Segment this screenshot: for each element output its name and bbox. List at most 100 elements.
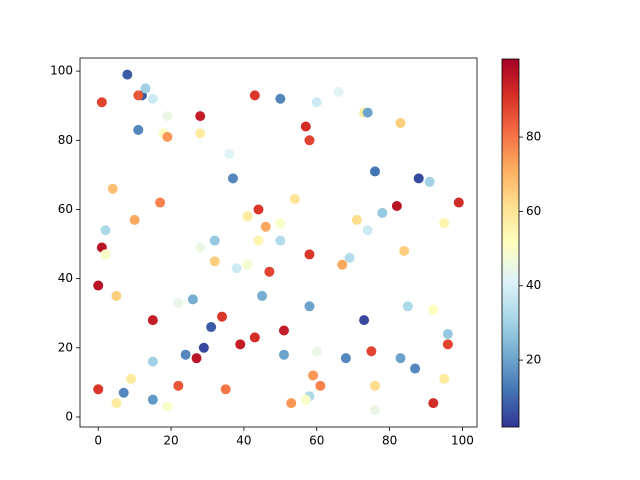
point <box>442 339 453 350</box>
point <box>122 69 133 80</box>
point <box>220 384 231 395</box>
point <box>410 363 421 374</box>
point <box>191 353 202 364</box>
point <box>195 242 206 253</box>
y-tick-label: 0 <box>65 409 73 423</box>
y-tick-label: 80 <box>58 133 73 147</box>
point <box>428 304 439 315</box>
point <box>391 201 402 212</box>
point <box>100 249 111 260</box>
x-tick-label: 0 <box>94 434 102 448</box>
point <box>424 176 435 187</box>
point <box>162 111 173 122</box>
point <box>198 342 209 353</box>
point <box>395 353 406 364</box>
point <box>111 290 122 301</box>
plot-frame <box>79 57 478 428</box>
point <box>231 263 242 274</box>
point <box>395 118 406 129</box>
point <box>249 332 260 343</box>
colorbar-tick-label: 60 <box>526 204 541 218</box>
point <box>370 405 381 416</box>
point <box>351 214 362 225</box>
point <box>253 235 264 246</box>
point <box>140 83 151 94</box>
point <box>147 394 158 405</box>
point <box>428 398 439 409</box>
point <box>275 218 286 229</box>
point <box>242 211 253 222</box>
point <box>286 398 297 409</box>
point <box>278 349 289 360</box>
point <box>359 315 370 326</box>
point <box>93 280 104 291</box>
point <box>107 183 118 194</box>
point <box>147 356 158 367</box>
point <box>147 93 158 104</box>
point <box>275 93 286 104</box>
point <box>227 173 238 184</box>
point <box>453 197 464 208</box>
point <box>442 328 453 339</box>
point <box>304 249 315 260</box>
point <box>217 311 228 322</box>
point <box>173 380 184 391</box>
point <box>304 301 315 312</box>
x-tick-label: 100 <box>451 434 474 448</box>
point <box>253 204 264 215</box>
colorbar-tick-label: 80 <box>526 130 541 144</box>
point <box>289 194 300 205</box>
point <box>187 294 198 305</box>
point <box>93 384 104 395</box>
point <box>264 266 275 277</box>
point <box>399 245 410 256</box>
point <box>315 380 326 391</box>
point <box>100 225 111 236</box>
point <box>333 86 344 97</box>
colorbar-tick-label: 20 <box>526 353 541 367</box>
point <box>209 256 220 267</box>
point <box>300 121 311 132</box>
point <box>249 90 260 101</box>
point <box>413 173 424 184</box>
point <box>377 207 388 218</box>
point <box>206 322 217 333</box>
point <box>439 373 450 384</box>
point <box>129 214 140 225</box>
colorbar-tick-label: 40 <box>526 278 541 292</box>
colorbar <box>501 58 520 428</box>
point <box>275 235 286 246</box>
point <box>224 149 235 160</box>
point <box>300 394 311 405</box>
point <box>111 398 122 409</box>
point <box>402 301 413 312</box>
point <box>370 166 381 177</box>
y-tick-label: 100 <box>50 64 73 78</box>
point <box>235 339 246 350</box>
point <box>242 259 253 270</box>
point <box>257 290 268 301</box>
point <box>278 325 289 336</box>
point <box>439 218 450 229</box>
point <box>173 297 184 308</box>
point <box>209 235 220 246</box>
point <box>96 97 107 108</box>
point <box>133 90 144 101</box>
point <box>304 135 315 146</box>
y-tick-label: 40 <box>58 271 73 285</box>
x-tick-label: 60 <box>309 434 324 448</box>
point <box>118 387 129 398</box>
point <box>344 252 355 263</box>
point <box>362 107 373 118</box>
point <box>366 346 377 357</box>
point <box>340 353 351 364</box>
point <box>180 349 191 360</box>
point <box>311 346 322 357</box>
x-tick-label: 20 <box>163 434 178 448</box>
y-tick-label: 20 <box>58 340 73 354</box>
point <box>162 401 173 412</box>
point <box>260 221 271 232</box>
x-tick-label: 80 <box>382 434 397 448</box>
